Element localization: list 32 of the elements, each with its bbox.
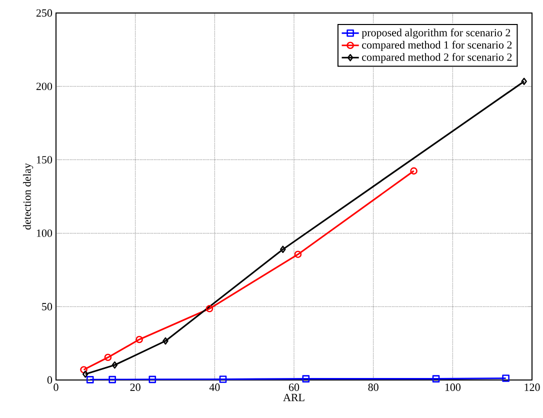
x-axis-title: ARL [283, 394, 304, 402]
point [108, 376, 116, 384]
y-axis-title: detection delay [23, 163, 34, 230]
point [86, 376, 94, 384]
legend-label: proposed algorithm for scenario 2 [362, 28, 510, 39]
y-tick-label: 200 [36, 82, 52, 90]
y-tick-label: 100 [36, 229, 52, 237]
point [112, 361, 118, 369]
x-tick-label: 100 [445, 384, 461, 391]
legend-label: compared method 2 for scenario 2 [362, 53, 512, 64]
point [280, 246, 286, 253]
point [432, 375, 440, 382]
point [136, 336, 143, 344]
y-tick-label: 50 [42, 302, 52, 310]
y-tick-label: 0 [47, 376, 52, 384]
point [219, 376, 227, 383]
point [206, 305, 214, 312]
x-tick-label: 60 [288, 384, 300, 391]
legend-label: compared method 1 for scenario 2 [362, 40, 512, 51]
x-tick-label: 120 [524, 384, 540, 391]
point [162, 337, 168, 345]
point [148, 376, 156, 384]
y-tick-label: 150 [36, 156, 52, 164]
x-tick-label: 40 [209, 384, 220, 391]
x-tick-label: 80 [368, 384, 378, 391]
point [302, 375, 310, 382]
x-tick-label: 20 [130, 384, 140, 391]
x-tick-label: 0 [54, 384, 58, 391]
point [294, 250, 302, 258]
y-tick-label: 250 [36, 9, 52, 17]
point [502, 374, 510, 382]
point [104, 354, 112, 362]
